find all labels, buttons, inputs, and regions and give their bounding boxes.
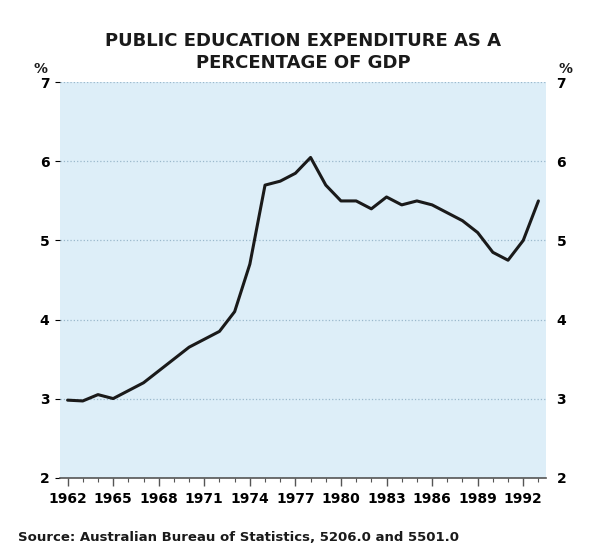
Text: %: % [559,63,573,76]
Title: PUBLIC EDUCATION EXPENDITURE AS A
PERCENTAGE OF GDP: PUBLIC EDUCATION EXPENDITURE AS A PERCEN… [105,32,501,72]
Text: %: % [33,63,47,76]
Text: Source: Australian Bureau of Statistics, 5206.0 and 5501.0: Source: Australian Bureau of Statistics,… [18,530,459,544]
